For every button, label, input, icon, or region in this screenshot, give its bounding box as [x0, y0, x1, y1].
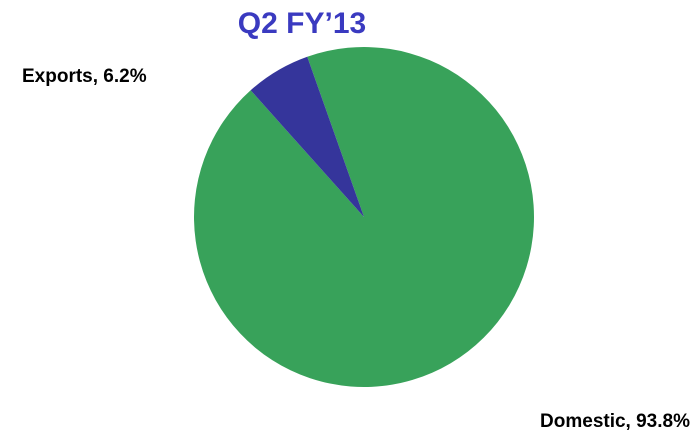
chart-title: Q2 FY’13: [238, 7, 366, 40]
slice-label: Domestic, 93.8%: [540, 411, 690, 432]
pie-slice: [250, 56, 364, 217]
slice-label: Exports, 6.2%: [22, 66, 147, 87]
